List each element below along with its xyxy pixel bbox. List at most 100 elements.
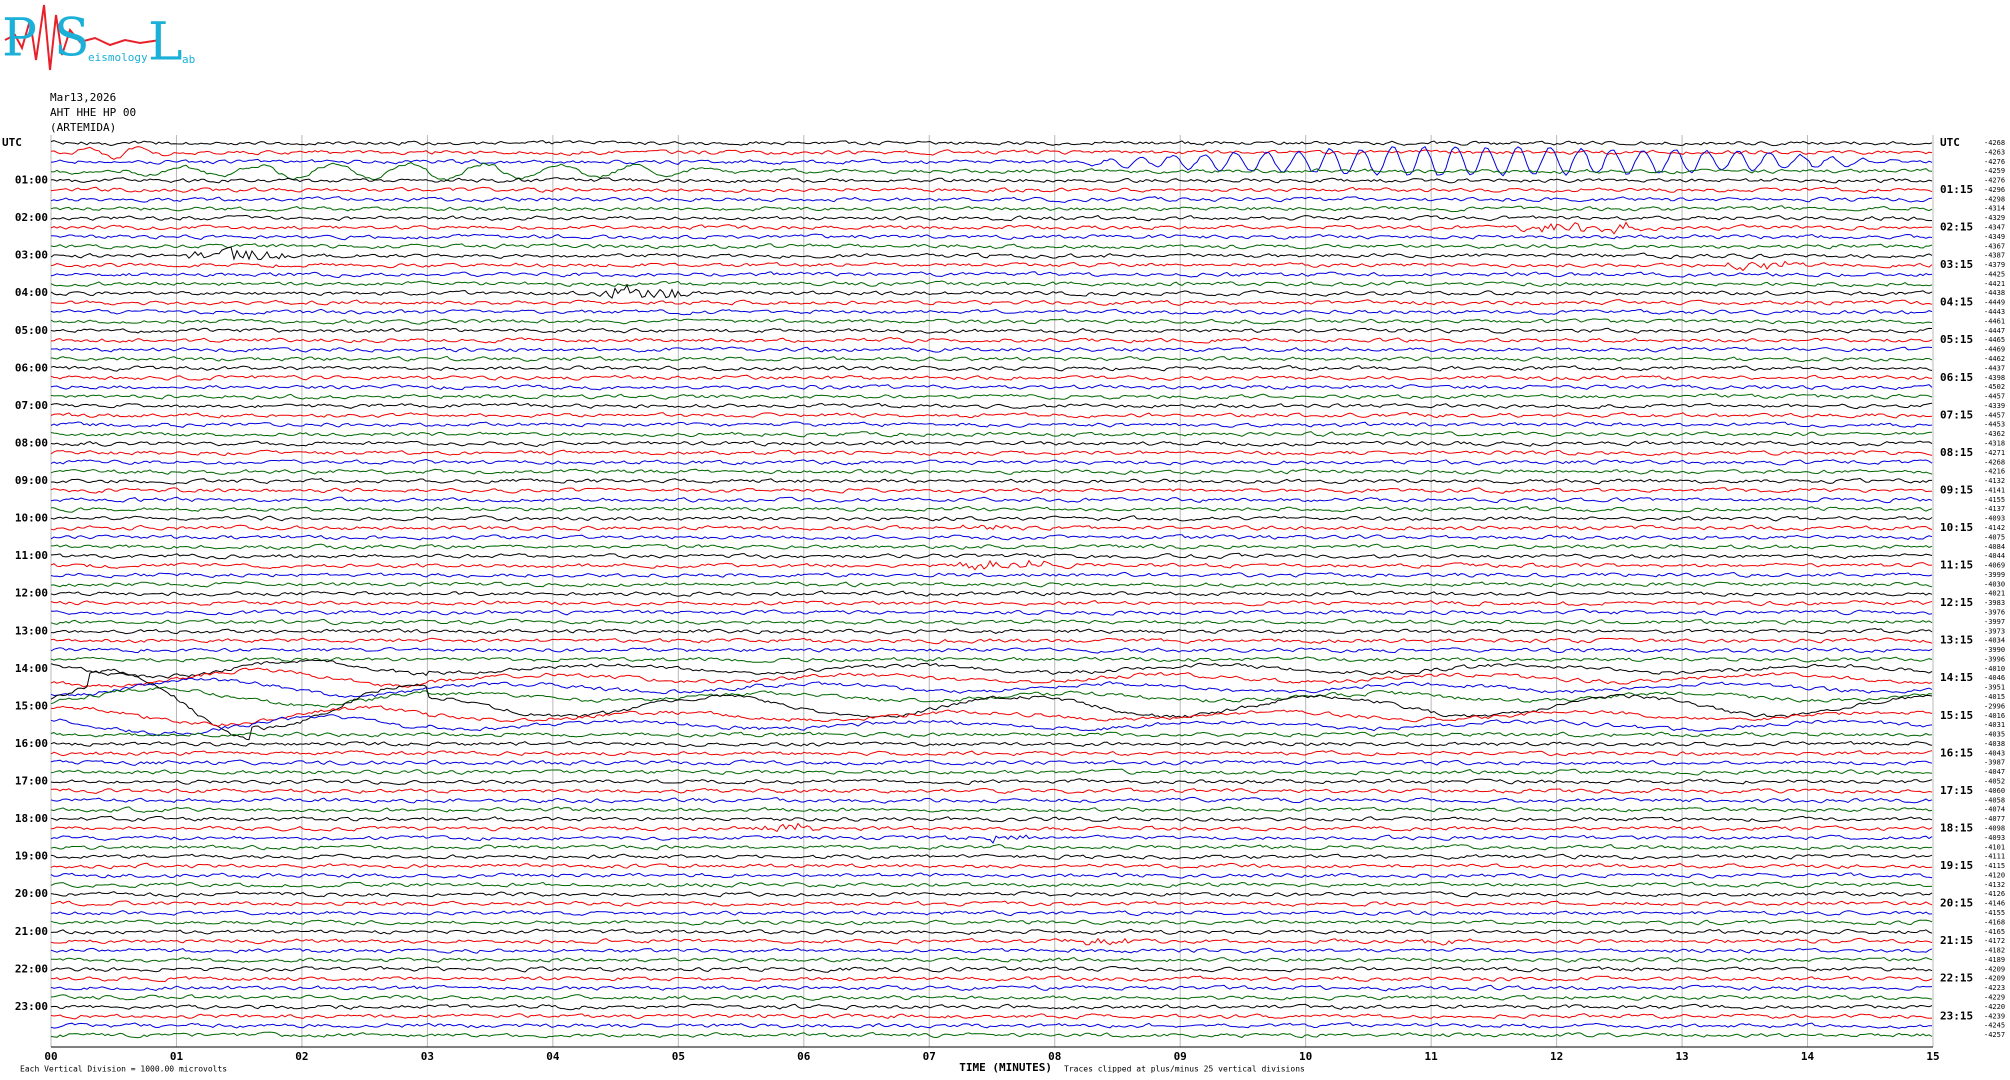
left-label: 19:00 <box>15 850 48 863</box>
trace <box>50 881 1932 889</box>
trace-offset: -4245 <box>1984 1022 2005 1030</box>
trace <box>50 815 1933 823</box>
trace <box>50 787 1933 795</box>
trace-offset: -4449 <box>1984 299 2005 307</box>
trace-offset: -3987 <box>1984 759 2005 767</box>
trace-offset: -4146 <box>1984 900 2005 908</box>
trace-offset: -4421 <box>1984 280 2005 288</box>
x-tick-label: 00 <box>44 1050 57 1063</box>
trace <box>50 1031 1933 1039</box>
trace <box>50 731 1933 738</box>
trace-offset: -3973 <box>1984 627 2005 635</box>
trace-offset: -4075 <box>1984 533 2005 541</box>
trace <box>50 431 1933 438</box>
trace <box>50 1013 1933 1020</box>
scale-note: Each Vertical Division = 1000.00 microvo… <box>20 1065 227 1074</box>
trace <box>50 843 1933 851</box>
trace <box>50 440 1933 448</box>
trace-offset: -4457 <box>1984 411 2005 419</box>
trace-offset: -4298 <box>1984 195 2005 203</box>
trace-offset: -4093 <box>1984 515 2005 523</box>
left-label: 02:00 <box>15 211 48 224</box>
trace <box>50 317 1933 325</box>
trace-offset: -4362 <box>1984 430 2005 438</box>
logo-text: ab <box>182 53 195 66</box>
trace <box>50 205 1933 213</box>
trace-offset: -4060 <box>1984 787 2005 795</box>
left-label: 15:00 <box>15 699 48 712</box>
trace <box>50 937 1933 946</box>
trace-offset: -4339 <box>1984 402 2005 410</box>
trace <box>50 186 1933 194</box>
trace-offset: -4220 <box>1984 1003 2005 1011</box>
trace-offset: -4093 <box>1984 834 2005 842</box>
trace-offset: -4111 <box>1984 853 2005 861</box>
trace <box>50 768 1933 776</box>
trace <box>50 956 1933 963</box>
trace-offset: -3990 <box>1984 646 2005 654</box>
right-label: 22:15 <box>1940 972 1973 985</box>
trace-offset: -4329 <box>1984 214 2005 222</box>
trace <box>50 668 1933 741</box>
right-label: 17:15 <box>1940 784 1973 797</box>
trace <box>50 365 1933 372</box>
trace-offset: -3999 <box>1984 571 2005 579</box>
trace <box>50 822 1933 833</box>
trace <box>50 327 1933 334</box>
trace <box>51 477 1932 485</box>
trace <box>50 162 1933 182</box>
trace <box>50 145 1933 177</box>
trace-offset: -4043 <box>1984 749 2005 757</box>
trace <box>50 374 1933 382</box>
trace-offset: -4318 <box>1984 439 2005 447</box>
trace-offset: -4263 <box>1984 148 2005 156</box>
trace-offset: -4276 <box>1984 158 2005 166</box>
trace-offset: -4141 <box>1984 486 2005 494</box>
trace <box>50 600 1933 607</box>
trace <box>50 609 1933 616</box>
left-label: 12:00 <box>15 587 48 600</box>
trace <box>50 796 1933 804</box>
left-label: 05:00 <box>15 324 48 337</box>
trace <box>50 714 1933 737</box>
trace-offset: -4271 <box>1984 449 2005 457</box>
trace-offset: -4223 <box>1984 984 2005 992</box>
trace <box>50 928 1933 935</box>
trace <box>51 900 1933 907</box>
x-tick-label: 11 <box>1425 1050 1439 1063</box>
station: AHT HHE HP 00 <box>50 106 136 119</box>
trace <box>50 449 1933 457</box>
trace-offset: -4276 <box>1984 177 2005 185</box>
trace-offset: -4069 <box>1984 562 2005 570</box>
trace <box>50 196 1933 203</box>
trace-offset: -4030 <box>1984 580 2005 588</box>
logo-letter: P <box>2 9 37 69</box>
trace <box>50 246 1933 261</box>
x-tick-label: 07 <box>923 1050 936 1063</box>
right-label: 03:15 <box>1940 258 1973 271</box>
trace <box>50 705 1933 727</box>
trace <box>50 487 1932 494</box>
trace-offset: -4296 <box>1984 186 2005 194</box>
right-label: 11:15 <box>1940 559 1973 572</box>
trace <box>50 590 1933 597</box>
trace-offset: -4046 <box>1984 674 2005 682</box>
trace <box>50 534 1933 541</box>
trace <box>50 177 1933 184</box>
left-label: 13:00 <box>15 624 48 637</box>
trace <box>50 571 1933 579</box>
trace <box>50 243 1933 250</box>
x-tick-label: 12 <box>1550 1050 1563 1063</box>
trace-offset: -4259 <box>1984 167 2005 175</box>
trace <box>50 628 1933 635</box>
trace-offset: -4314 <box>1984 205 2005 213</box>
trace <box>50 637 1933 645</box>
right-label: 08:15 <box>1940 446 1973 459</box>
grid <box>50 135 1934 1048</box>
trace <box>50 355 1933 363</box>
trace-offset: -4367 <box>1984 242 2005 250</box>
trace <box>50 891 1933 898</box>
trace <box>50 686 1933 708</box>
traces <box>50 140 1933 1039</box>
trace-offset: -4035 <box>1984 731 2005 739</box>
